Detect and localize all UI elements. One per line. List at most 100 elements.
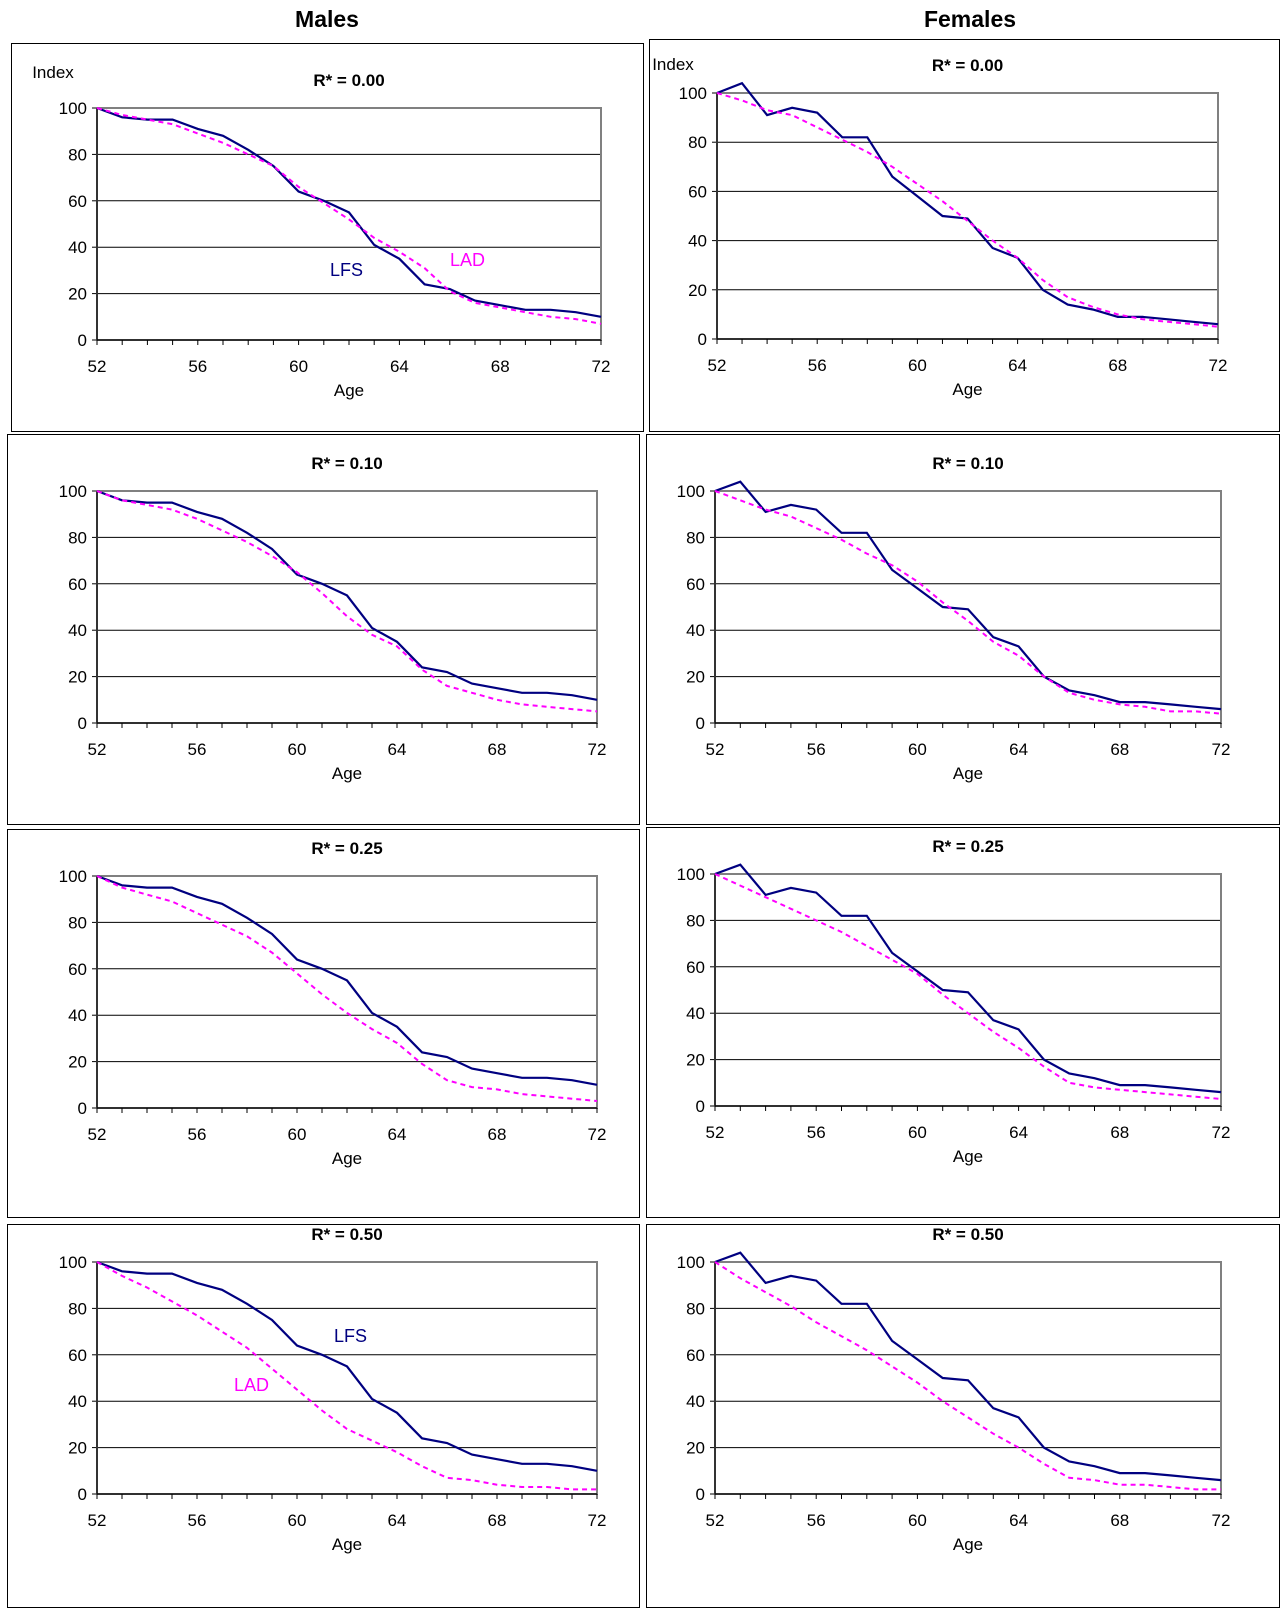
chart-males-r025: R* = 0.25 0 20 40 60 80 100 52 56 60 64 68 72 Age: [59, 839, 607, 1168]
y-tick-label: 0: [78, 1099, 87, 1118]
x-tick-label: 64: [388, 1511, 407, 1530]
y-tick-label: 40: [68, 238, 87, 257]
x-axis-label: Age: [952, 380, 982, 399]
series-line-lad: [96, 875, 598, 1102]
y-tick-label: 60: [68, 960, 87, 979]
chart-panel-females-r025: R* = 0.25 0 20 40 60 80 100 52 56 60 64 68 72 Age: [646, 827, 1280, 1218]
x-axis-label: Age: [332, 1535, 362, 1554]
series-line-lad: [714, 490, 1222, 715]
series-line-lfs: [716, 81, 1219, 326]
series-line-lad: [714, 873, 1222, 1100]
x-tick-label: 56: [808, 356, 827, 375]
y-tick-label: 40: [686, 1392, 705, 1411]
chart-females-r010: R* = 0.10 0 20 40 60 80 100 52 56 60 64 68 72 Age: [677, 454, 1231, 783]
y-tick-label: 40: [68, 1392, 87, 1411]
y-tick-label: 60: [68, 1346, 87, 1365]
y-tick-label: 60: [686, 575, 705, 594]
column-heading-males: Males: [295, 6, 359, 32]
plot-area: [714, 490, 1222, 724]
chart-males-r050: R* = 0.50 0 20 40 60 80 100 52 56 60 64 68 72 Age LFS L…: [59, 1225, 607, 1554]
y-tick-label: 100: [59, 1253, 87, 1272]
chart-panel-females-r000: R* = 0.00 Index 0 20 40 60 80 100 52 56 60 64 68 72 Ag…: [649, 39, 1280, 432]
x-tick-label: 52: [706, 740, 725, 759]
x-tick-label: 64: [1009, 1511, 1028, 1530]
chart-title: R* = 0.10: [932, 454, 1003, 473]
y-tick-label: 100: [677, 865, 705, 884]
series-line-lad: [96, 107, 602, 325]
x-tick-label: 64: [388, 740, 407, 759]
chart-title: R* = 0.25: [932, 837, 1003, 856]
y-tick-label: 0: [696, 1097, 705, 1116]
y-tick-label: 40: [686, 1004, 705, 1023]
x-tick-label: 68: [488, 1511, 507, 1530]
y-tick-label: 0: [78, 1485, 87, 1504]
y-tick-label: 60: [688, 182, 707, 201]
y-tick-label: 0: [696, 1485, 705, 1504]
chart-females-r000: R* = 0.00 Index 0 20 40 60 80 100 52 56 60 64 68 72 Ag…: [652, 55, 1228, 399]
y-tick-label: 80: [68, 913, 87, 932]
chart-males-r000: R* = 0.00 Index 0 20 40 60 80 100 52 56 60 64 68 72 Ag…: [32, 63, 610, 400]
series-annotation: LFS: [330, 260, 363, 280]
x-tick-label: 68: [1108, 356, 1127, 375]
y-tick-label: 20: [688, 281, 707, 300]
series-line-lfs: [714, 863, 1222, 1094]
y-tick-label: 60: [68, 192, 87, 211]
y-tick-label: 60: [686, 1346, 705, 1365]
x-tick-label: 52: [88, 1511, 107, 1530]
series-line-lad: [716, 92, 1219, 328]
x-tick-label: 52: [88, 740, 107, 759]
x-tick-label: 60: [288, 1511, 307, 1530]
series-line-lad: [96, 490, 598, 713]
chart-title: R* = 0.50: [932, 1225, 1003, 1244]
x-tick-label: 56: [807, 1511, 826, 1530]
x-tick-label: 60: [288, 1125, 307, 1144]
x-tick-label: 56: [188, 740, 207, 759]
plot-area: [96, 1261, 598, 1495]
y-tick-label: 100: [59, 99, 87, 118]
x-tick-label: 60: [908, 356, 927, 375]
x-tick-label: 56: [188, 357, 207, 376]
x-tick-label: 56: [188, 1511, 207, 1530]
x-tick-label: 52: [706, 1123, 725, 1142]
y-tick-label: 20: [68, 668, 87, 687]
x-tick-label: 68: [491, 357, 510, 376]
chart-title: R* = 0.00: [313, 71, 384, 90]
series-line-lfs: [96, 874, 598, 1086]
y-tick-label: 80: [68, 1299, 87, 1318]
y-tick-label: 40: [68, 621, 87, 640]
x-tick-label: 56: [188, 1125, 207, 1144]
y-tick-label: 80: [68, 528, 87, 547]
chart-panel-females-r010: R* = 0.10 0 20 40 60 80 100 52 56 60 64 68 72 Age: [646, 434, 1280, 825]
x-axis-label: Age: [332, 1149, 362, 1168]
y-tick-label: 20: [68, 1439, 87, 1458]
series-line-lad: [96, 1261, 597, 1491]
series-line-lfs: [96, 106, 602, 318]
plot-area: [714, 1261, 1222, 1495]
x-tick-label: 68: [1110, 740, 1129, 759]
x-tick-label: 72: [1209, 356, 1228, 375]
y-tick-label: 80: [686, 911, 705, 930]
chart-females-r025: R* = 0.25 0 20 40 60 80 100 52 56 60 64 68 72 Age: [677, 837, 1231, 1166]
y-tick-label: 40: [688, 232, 707, 251]
y-tick-label: 20: [686, 1051, 705, 1070]
y-tick-label: 100: [679, 84, 707, 103]
x-tick-label: 68: [488, 740, 507, 759]
chart-panel-males-r000: R* = 0.00 Index 0 20 40 60 80 100 52 56 60 64 68 72 Ag…: [11, 43, 644, 432]
series-line-lfs: [96, 1260, 598, 1472]
y-tick-label: 60: [686, 958, 705, 977]
chart-panel-males-r025: R* = 0.25 0 20 40 60 80 100 52 56 60 64 68 72 Age: [7, 829, 640, 1218]
y-tick-label: 40: [686, 621, 705, 640]
x-tick-label: 64: [1008, 356, 1027, 375]
x-tick-label: 60: [289, 357, 308, 376]
chart-males-r010: R* = 0.10 0 20 40 60 80 100 52 56 60 64 68 72 Age: [59, 454, 607, 783]
y-tick-label: 20: [68, 1053, 87, 1072]
x-tick-label: 72: [1212, 1511, 1231, 1530]
chart-panel-males-r050: R* = 0.50 0 20 40 60 80 100 52 56 60 64 68 72 Age LFS L…: [7, 1224, 640, 1608]
y-tick-label: 0: [78, 331, 87, 350]
x-tick-label: 72: [1212, 1123, 1231, 1142]
y-tick-label: 20: [686, 668, 705, 687]
chart-title: R* = 0.25: [311, 839, 382, 858]
x-tick-label: 52: [708, 356, 727, 375]
x-tick-label: 64: [1009, 1123, 1028, 1142]
series-line-lfs: [714, 480, 1222, 711]
